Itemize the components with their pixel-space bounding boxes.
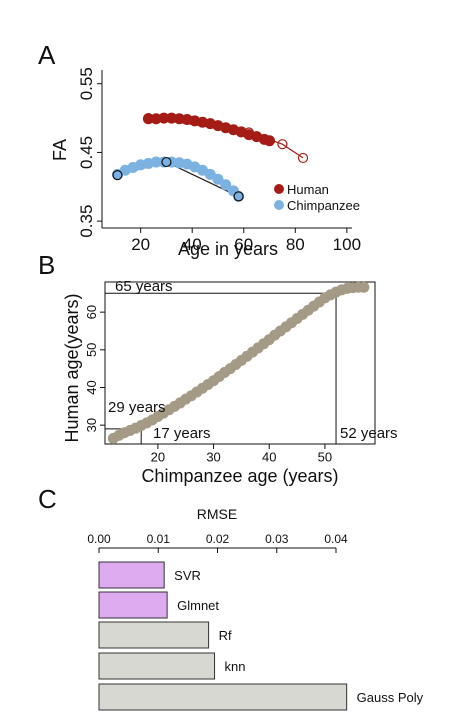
bar-label: Rf [219, 628, 232, 643]
panel-a: A 20 40 60 80 100 0.350.450.55 Age in years … [38, 40, 361, 259]
panel-c-title: RMSE [197, 506, 237, 522]
x-tick-label: 60 [234, 235, 253, 254]
panel-a-fit-lines [117, 117, 304, 197]
chimpanzee-point [220, 179, 232, 191]
fit-hollow-point [243, 127, 255, 138]
panel-a-y-label: FA [50, 139, 70, 161]
fit-hollow-point [143, 112, 154, 124]
panel-b: B 20 30 40 50 30 40 50 60 65 years 29 years 17… [38, 250, 398, 486]
annotation-29-years: 29 years [108, 399, 166, 416]
panel-a-axes [101, 70, 352, 229]
x-tick-label: 0.03 [265, 532, 289, 546]
x-tick-label: 80 [286, 235, 305, 254]
x-tick-label: 0.04 [324, 532, 348, 546]
fit-hollow-point [112, 170, 123, 181]
chimpanzee-point [150, 156, 162, 168]
y-tick-label: 60 [84, 305, 99, 319]
bar-label: knn [225, 659, 246, 674]
legend-chimpanzee-marker [274, 200, 284, 210]
y-tick-label: 0.35 [77, 205, 96, 238]
panel-a-x-ticks: 20 40 60 80 100 [131, 228, 361, 254]
x-tick-label: 30 [206, 450, 220, 465]
panel-b-x-ticks: 20 30 40 50 [151, 444, 332, 465]
bar-label: SVR [174, 568, 201, 583]
human-point [158, 112, 170, 124]
y-tick-label: 30 [84, 418, 99, 432]
panel-b-x-label: Chimpanzee age (years) [141, 466, 338, 486]
fit-hollow-point [161, 156, 172, 168]
legend-human-label: Human [287, 182, 329, 197]
fit-hollow-point [277, 139, 288, 150]
annotation-52-years: 52 years [340, 425, 398, 442]
x-tick-label: 20 [131, 235, 150, 254]
age-mapping-point [358, 281, 370, 293]
x-tick-label: 20 [151, 450, 165, 465]
rmse-bar [98, 561, 165, 589]
bar-label: Gauss Poly [357, 690, 424, 705]
fit-hollow-point [297, 152, 309, 164]
y-tick-label: 40 [84, 380, 99, 394]
panel-c-letter: C [38, 484, 57, 514]
panel-a-y-ticks: 0.35 0.45 0.55 [77, 67, 102, 238]
rmse-bar [98, 591, 168, 619]
chimpanzee-point [158, 156, 170, 168]
x-tick-label: 0.00 [87, 532, 111, 546]
human-point [264, 135, 276, 147]
x-tick-label: 40 [183, 235, 202, 254]
panel-b-letter: B [38, 250, 55, 280]
panel-b-points [107, 281, 370, 444]
rmse-bar [98, 652, 216, 680]
panel-c-x-ticks: 0.00 0.01 0.02 0.03 0.04 [87, 532, 348, 553]
legend-chimpanzee-label: Chimpanzee [287, 198, 360, 213]
panel-b-y-ticks: 30 40 50 60 [84, 305, 105, 432]
y-tick-label: 0.45 [77, 136, 96, 169]
panel-a-points [111, 112, 309, 202]
annotation-65-years: 65 years [115, 278, 173, 295]
fit-hollow-point [233, 191, 244, 202]
panel-a-x-label: Age in years [178, 239, 278, 259]
legend-human-marker [274, 184, 284, 194]
panel-b-y-label: Human age(years) [62, 293, 82, 442]
rmse-bar [98, 621, 210, 649]
chimpanzee-point [233, 190, 245, 202]
x-tick-label: 40 [262, 450, 276, 465]
panel-a-legend: Human Chimpanzee [274, 182, 360, 213]
chimpanzee-point [212, 173, 224, 185]
rmse-bar [98, 683, 348, 711]
annotation-17-years: 17 years [153, 425, 211, 442]
y-tick-label: 50 [84, 343, 99, 357]
panel-b-frame [104, 281, 376, 445]
x-tick-label: 50 [318, 450, 332, 465]
bar-label: Glmnet [177, 598, 219, 613]
x-tick-label: 0.02 [206, 532, 230, 546]
panel-a-letter: A [38, 40, 56, 70]
y-tick-label: 0.55 [77, 67, 96, 100]
x-tick-label: 0.01 [147, 532, 171, 546]
x-tick-label: 100 [333, 235, 361, 254]
